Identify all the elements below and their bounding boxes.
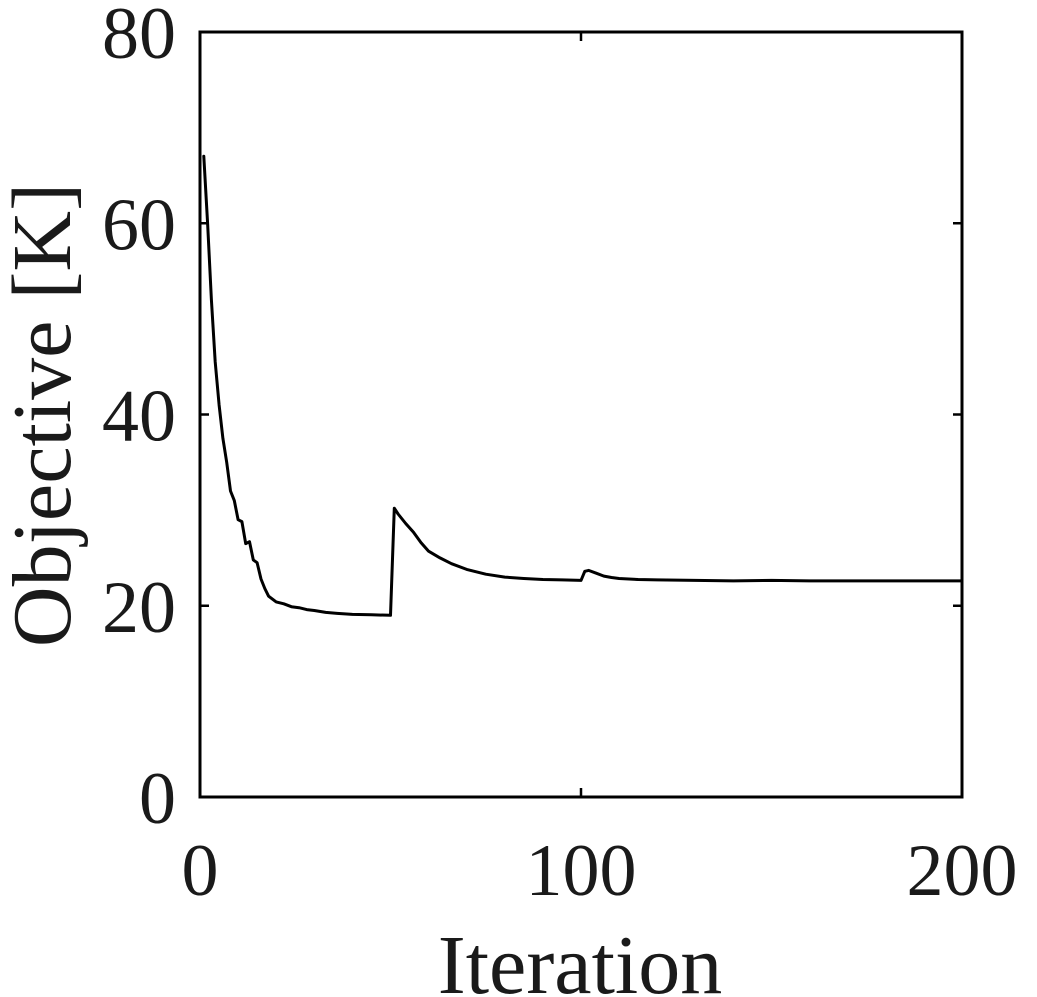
x-axis-label: Iteration bbox=[438, 919, 723, 997]
y-axis-label: Objective [K] bbox=[0, 183, 89, 647]
y-tick-label-80: 80 bbox=[102, 0, 176, 75]
x-tick-label-200: 200 bbox=[907, 830, 1018, 912]
series-line-0 bbox=[202, 154, 964, 617]
y-tick-label-20: 20 bbox=[102, 567, 176, 649]
plot-area: 0 100 200 0 20 40 60 80 bbox=[102, 0, 1018, 912]
y-tick-label-40: 40 bbox=[102, 376, 176, 458]
y-tick-label-60: 60 bbox=[102, 184, 176, 266]
x-tick-label-0: 0 bbox=[182, 830, 219, 912]
x-tick-label-100: 100 bbox=[526, 830, 637, 912]
axes-box bbox=[198, 30, 964, 799]
y-tick-label-0: 0 bbox=[139, 758, 176, 840]
